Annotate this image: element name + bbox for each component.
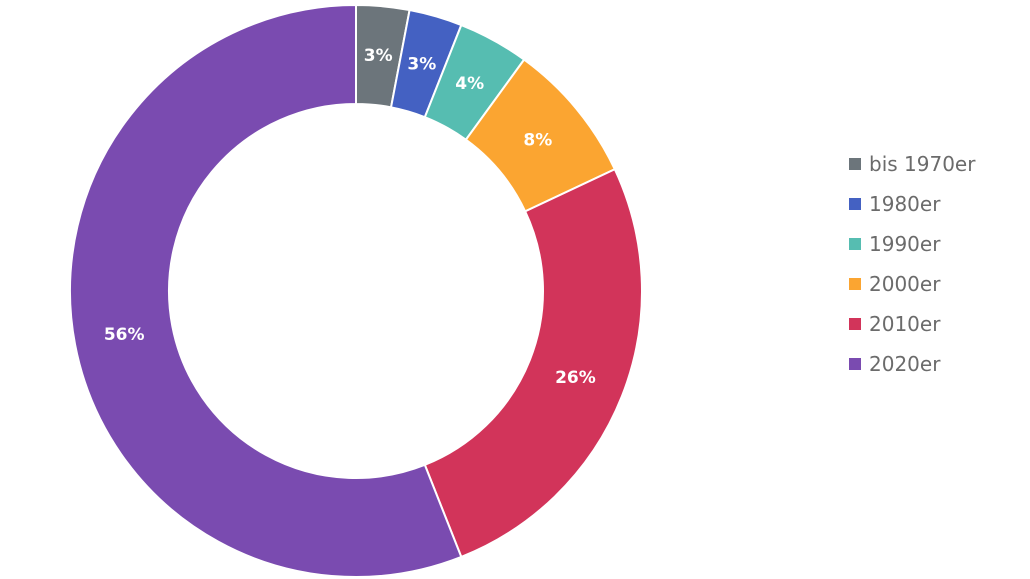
legend-label: 2020er: [869, 352, 941, 376]
legend-item: 1990er: [849, 224, 1024, 264]
legend-swatch: [849, 238, 861, 250]
legend-item: bis 1970er: [849, 144, 1024, 184]
donut-slice-2020er: [69, 3, 463, 578]
legend-item: 1980er: [849, 184, 1024, 224]
legend-swatch: [849, 278, 861, 290]
donut-slice-2010er: [423, 167, 643, 559]
legend-label: 2000er: [869, 272, 941, 296]
legend-swatch: [849, 318, 861, 330]
legend-label: 1980er: [869, 192, 941, 216]
slice-value-label: 4%: [455, 74, 484, 94]
legend-swatch: [849, 198, 861, 210]
slice-value-label: 56%: [104, 325, 145, 345]
slice-value-label: 26%: [555, 368, 596, 388]
legend-item: 2000er: [849, 264, 1024, 304]
legend-item: 2020er: [849, 344, 1024, 384]
legend-swatch: [849, 358, 861, 370]
slice-value-label: 3%: [364, 46, 393, 66]
slice-value-label: 3%: [407, 54, 436, 74]
legend-label: bis 1970er: [869, 152, 976, 176]
legend-label: 1990er: [869, 232, 941, 256]
legend-label: 2010er: [869, 312, 941, 336]
slice-value-label: 8%: [523, 131, 552, 151]
legend-swatch: [849, 158, 861, 170]
legend-item: 2010er: [849, 304, 1024, 344]
chart-legend: bis 1970er 1980er 1990er 2000er 2010er 2020er: [849, 144, 1024, 384]
